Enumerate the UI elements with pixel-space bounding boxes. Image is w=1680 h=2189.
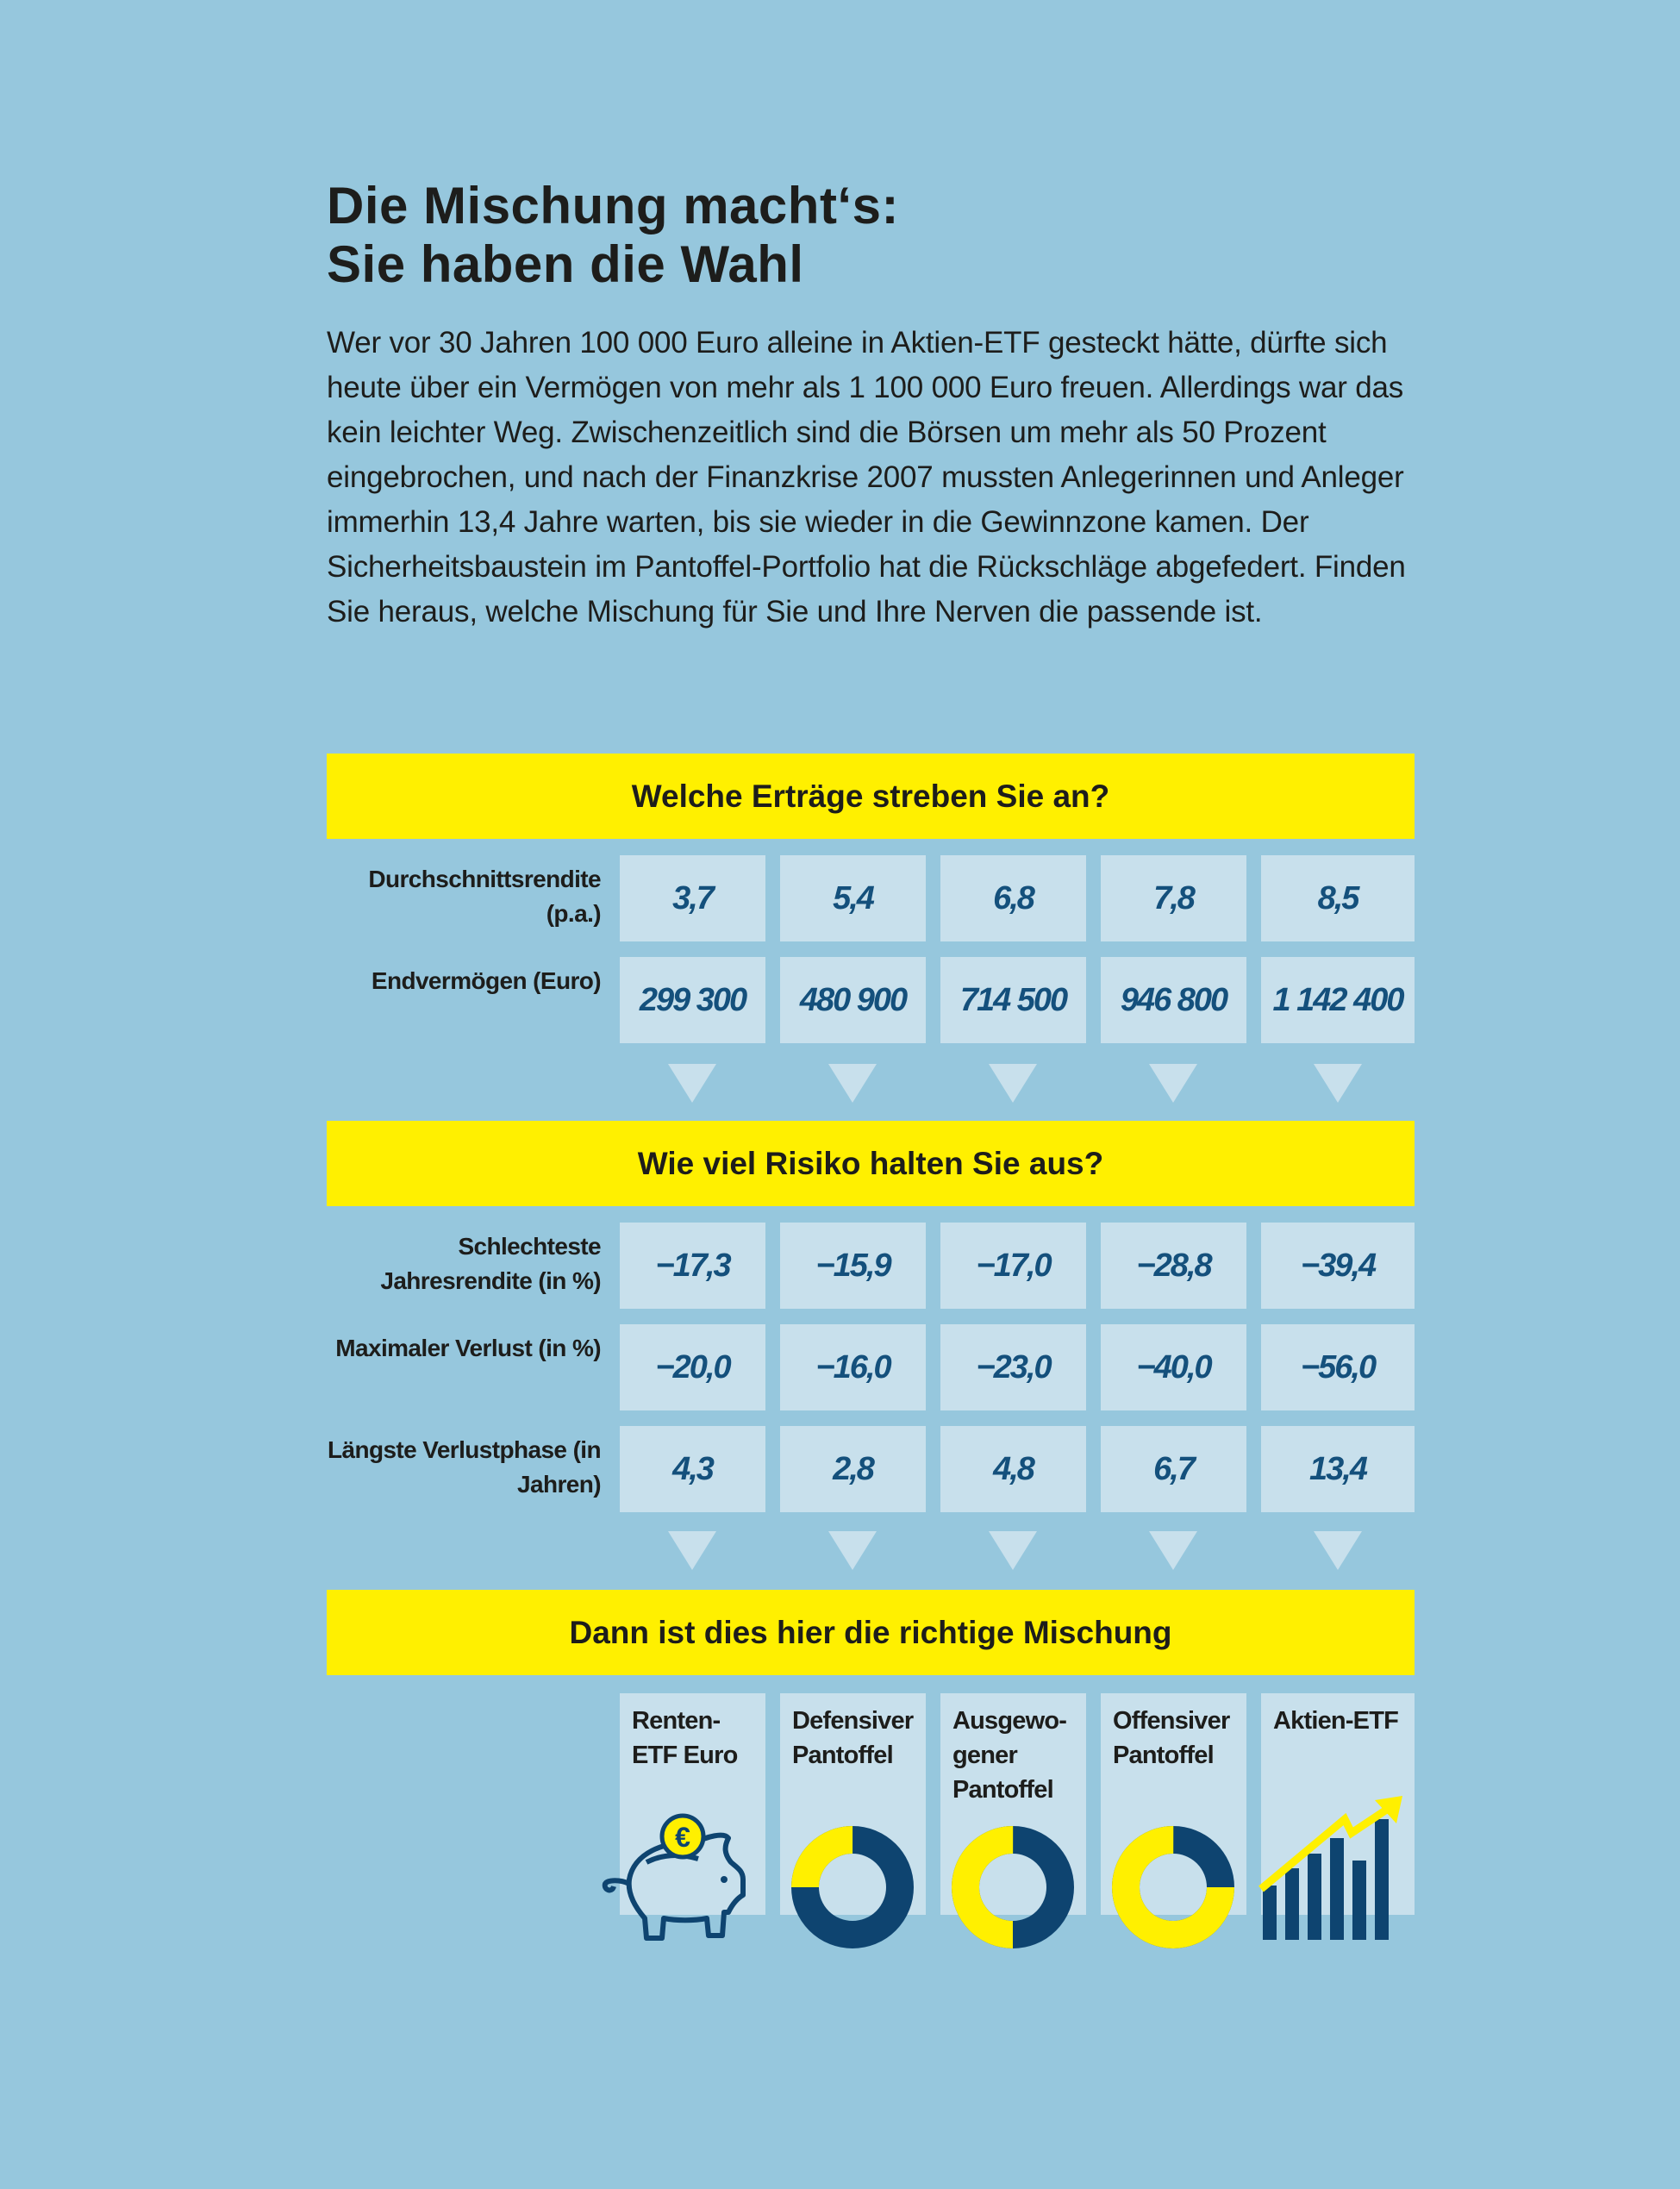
arrow-down-icon (1314, 1531, 1362, 1570)
value-cell: 5,4 (780, 855, 926, 941)
arrow-down-icon (1149, 1064, 1197, 1103)
intro-text: Wer vor 30 Jahren 100 000 Euro alleine i… (327, 326, 1406, 629)
value-cell: 2,8 (780, 1426, 926, 1512)
arrow-down-icon (989, 1064, 1037, 1103)
donut-icon (1111, 1825, 1235, 1949)
value-cell: 4,8 (940, 1426, 1086, 1512)
row-label: Maximaler Verlust (in %) (335, 1335, 601, 1361)
value-cell: 3,7 (620, 855, 765, 941)
portfolio-name: Renten-ETF Euro (620, 1693, 765, 1915)
donut-icon (790, 1825, 915, 1949)
value-cell: −17,0 (940, 1223, 1086, 1309)
value-cell: −16,0 (780, 1324, 926, 1410)
value-cell: −15,9 (780, 1223, 926, 1309)
value-cell: 946 800 (1101, 957, 1246, 1043)
value-cell: 7,8 (1101, 855, 1246, 941)
arrow-down-icon (989, 1531, 1037, 1570)
svg-text:€: € (675, 1822, 690, 1853)
value-cell: −23,0 (940, 1324, 1086, 1410)
page-title: Die Mischung macht‘s: Sie haben die Wahl (327, 177, 899, 294)
title-line: Die Mischung macht‘s: (327, 177, 899, 235)
row-label: Längste Verlustphase (in Jahren) (327, 1436, 602, 1498)
section-heading-risk: Wie viel Risiko halten Sie aus? (327, 1121, 1415, 1206)
value-cell: −39,4 (1261, 1223, 1415, 1309)
value-cell: 299 300 (620, 957, 765, 1043)
section-heading-mix: Dann ist dies hier die richtige Mischung (327, 1590, 1415, 1675)
arrow-down-icon (1149, 1531, 1197, 1570)
row-label: Schlechteste Jahresrendite (in %) (380, 1233, 601, 1294)
donut-icon (951, 1825, 1075, 1949)
value-cell: −28,8 (1101, 1223, 1246, 1309)
arrow-down-icon (668, 1531, 716, 1570)
piggy-bank-euro-icon: € (595, 1811, 767, 1948)
value-cell: −17,3 (620, 1223, 765, 1309)
value-cell: −56,0 (1261, 1324, 1415, 1410)
value-cell: 6,8 (940, 855, 1086, 941)
arrow-down-icon (828, 1531, 877, 1570)
value-cell: 13,4 (1261, 1426, 1415, 1512)
title-line: Sie haben die Wahl (327, 235, 804, 293)
arrow-down-icon (668, 1064, 716, 1103)
row-label: Durchschnittsrendite (p.a.) (368, 866, 601, 927)
arrow-down-icon (1314, 1064, 1362, 1103)
value-cell: 480 900 (780, 957, 926, 1043)
value-cell: 4,3 (620, 1426, 765, 1512)
value-cell: 1 142 400 (1261, 957, 1415, 1043)
section-heading-returns: Welche Erträge streben Sie an? (327, 754, 1415, 839)
arrow-down-icon (828, 1064, 877, 1103)
row-label: Endvermögen (Euro) (371, 967, 602, 994)
value-cell: 714 500 (940, 957, 1086, 1043)
value-cell: 8,5 (1261, 855, 1415, 941)
value-cell: 6,7 (1101, 1426, 1246, 1512)
value-cell: −20,0 (620, 1324, 765, 1410)
rising-bar-chart-icon (1254, 1793, 1414, 1944)
value-cell: −40,0 (1101, 1324, 1246, 1410)
